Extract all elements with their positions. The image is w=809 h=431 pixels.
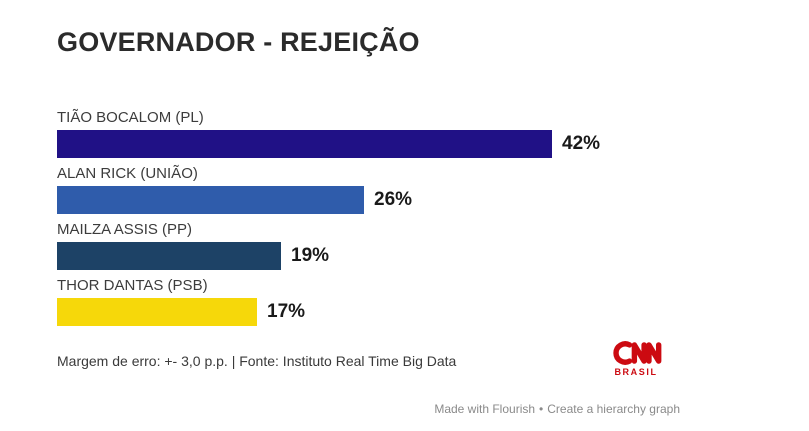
bar-row: ALAN RICK (UNIÃO) 26% bbox=[57, 165, 757, 214]
bar-row: MAILZA ASSIS (PP) 19% bbox=[57, 221, 757, 270]
bar-track: 26% bbox=[57, 186, 757, 214]
candidate-label: THOR DANTAS (PSB) bbox=[57, 277, 208, 294]
value-label: 42% bbox=[562, 133, 601, 154]
credit-separator: • bbox=[539, 402, 544, 416]
create-hierarchy-graph-link[interactable]: Create a hierarchy graph bbox=[547, 402, 680, 416]
flourish-credit: Made with Flourish • Create a hierarchy gr… bbox=[0, 402, 680, 417]
cnn-logo-subtext: BRASIL bbox=[614, 367, 658, 377]
candidate-label: TIÃO BOCALOM (PL) bbox=[57, 109, 204, 126]
bar bbox=[57, 130, 552, 158]
bar-row: THOR DANTAS (PSB) 17% bbox=[57, 277, 757, 326]
cnn-logo-icon bbox=[613, 341, 662, 365]
candidate-label: MAILZA ASSIS (PP) bbox=[57, 221, 193, 238]
made-with-flourish-link[interactable]: Made with Flourish bbox=[434, 402, 536, 416]
bar bbox=[57, 298, 257, 326]
bar-row: TIÃO BOCALOM (PL) 42% bbox=[57, 109, 757, 158]
bar-chart: TIÃO BOCALOM (PL) 42% ALAN RICK (UNIÃO) … bbox=[57, 109, 757, 333]
value-label: 17% bbox=[267, 301, 306, 322]
bar bbox=[57, 242, 281, 270]
chart-title: GOVERNADOR - REJEIÇÃO bbox=[57, 27, 420, 57]
bar bbox=[57, 186, 364, 214]
bar-track: 42% bbox=[57, 130, 757, 158]
source-note: Margem de erro: +- 3,0 p.p. | Fonte: Ins… bbox=[57, 353, 457, 369]
cnn-brasil-logo: BRASIL bbox=[607, 340, 665, 377]
candidate-label: ALAN RICK (UNIÃO) bbox=[57, 165, 198, 182]
bar-track: 19% bbox=[57, 242, 757, 270]
bar-track: 17% bbox=[57, 298, 757, 326]
value-label: 26% bbox=[374, 189, 413, 210]
value-label: 19% bbox=[291, 245, 330, 266]
